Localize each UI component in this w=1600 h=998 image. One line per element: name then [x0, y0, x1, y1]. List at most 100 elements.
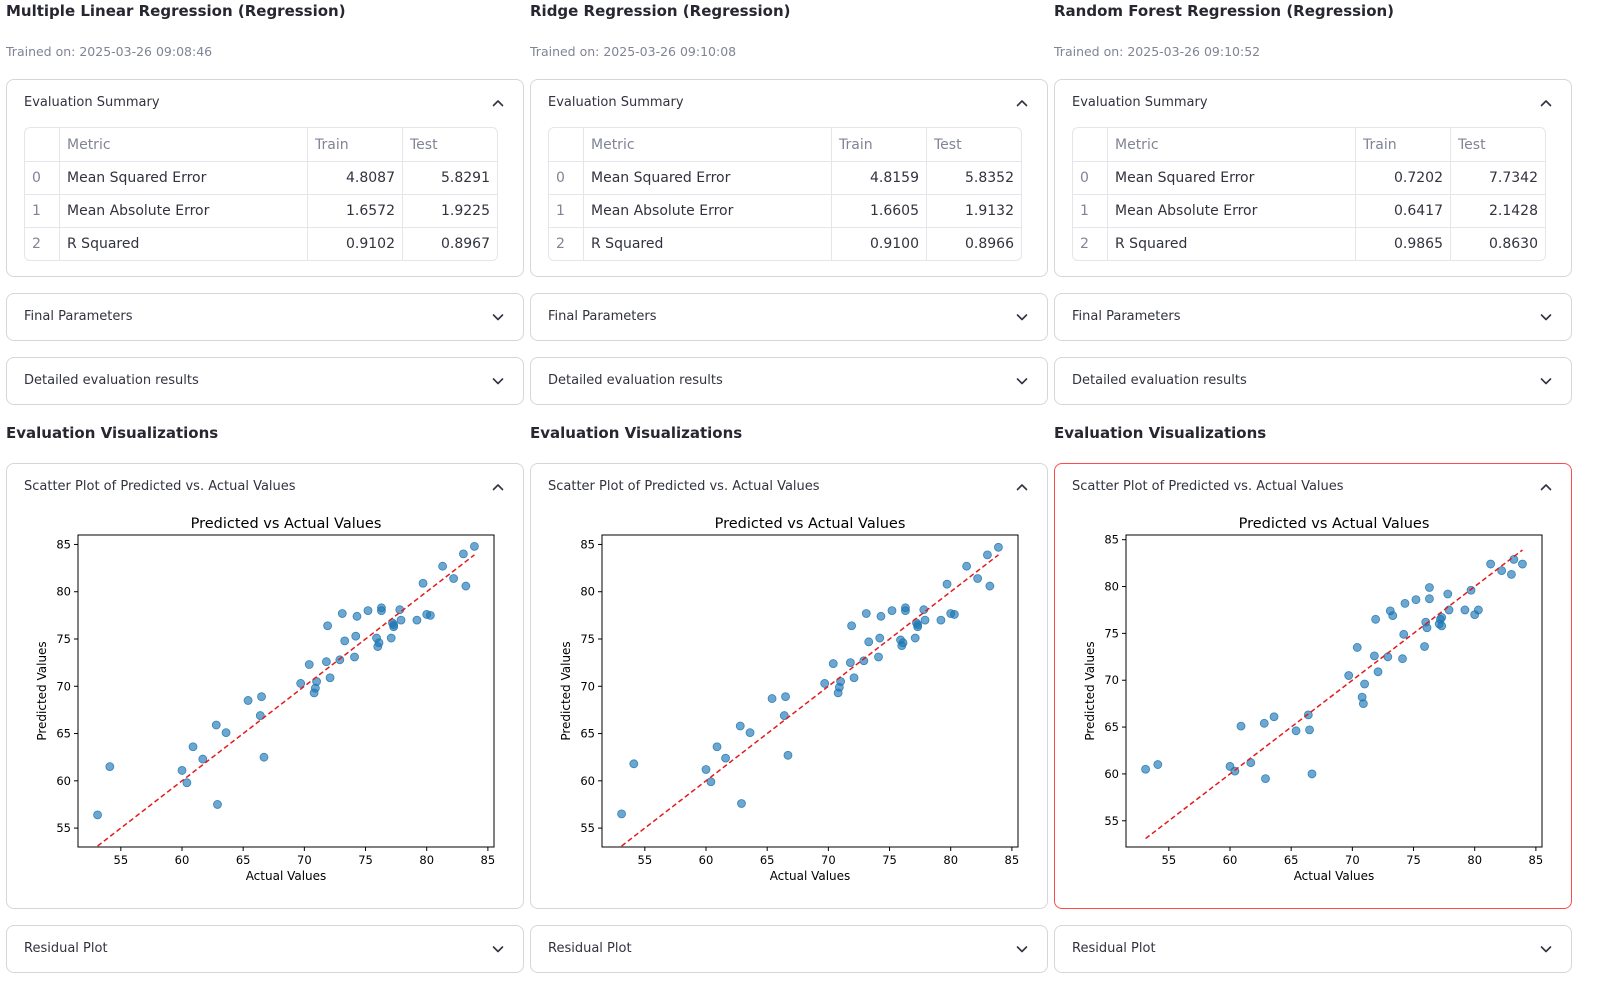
data-point	[243, 696, 253, 705]
data-point	[296, 679, 306, 688]
data-point	[255, 711, 265, 720]
evaluation-summary-header[interactable]: Evaluation Summary	[1055, 80, 1571, 126]
chart-title: Predicted vs Actual Values	[191, 516, 382, 532]
x-tick-label: 70	[297, 853, 312, 867]
detailed-results-expander[interactable]: Detailed evaluation results	[6, 357, 524, 405]
cell-metric: Mean Squared Error	[1108, 162, 1356, 194]
x-tick-label: 85	[1529, 853, 1544, 867]
final-parameters-expander[interactable]: Final Parameters	[1054, 293, 1572, 341]
data-point	[93, 810, 102, 820]
data-point	[105, 762, 115, 772]
header-train[interactable]: Train	[308, 128, 403, 161]
detailed-results-expander[interactable]: Detailed evaluation results	[530, 357, 1048, 405]
data-point	[779, 711, 789, 720]
header-metric[interactable]: Metric	[60, 128, 308, 161]
predicted-vs-actual-chart: Predicted vs Actual Values 55 60 65 70 75 80 85…	[559, 516, 1019, 883]
residual-plot-expander[interactable]: Residual Plot	[1054, 925, 1572, 973]
table-header-row: Metric Train Test	[549, 128, 1021, 161]
detailed-results-header[interactable]: Detailed evaluation results	[531, 358, 1047, 404]
final-parameters-header[interactable]: Final Parameters	[1055, 294, 1571, 340]
data-point	[461, 581, 471, 591]
header-train[interactable]: Train	[1356, 128, 1451, 161]
final-parameters-expander[interactable]: Final Parameters	[6, 293, 524, 341]
scatter-plot-header[interactable]: Scatter Plot of Predicted vs. Actual Val…	[1055, 464, 1571, 510]
residual-plot-label: Residual Plot	[1072, 941, 1156, 956]
data-point	[1236, 721, 1246, 731]
table-row: 1 Mean Absolute Error 0.6417 2.1428	[1073, 194, 1545, 227]
cell-metric: Mean Squared Error	[584, 162, 832, 194]
data-point	[257, 692, 266, 702]
x-tick-label: 60	[175, 853, 190, 867]
x-tick-label: 85	[481, 853, 496, 867]
final-parameters-header[interactable]: Final Parameters	[531, 294, 1047, 340]
data-point	[221, 728, 231, 738]
cell-test: 1.9225	[441, 203, 490, 219]
data-point	[1400, 598, 1410, 608]
metrics-table: Metric Train Test 0 Mean Squared Error 0…	[1072, 127, 1546, 261]
data-point	[425, 610, 435, 620]
header-test[interactable]: Test	[1458, 136, 1486, 153]
data-point	[340, 636, 350, 646]
residual-plot-expander[interactable]: Residual Plot	[530, 925, 1048, 973]
header-test[interactable]: Test	[934, 136, 962, 153]
header-metric[interactable]: Metric	[584, 128, 832, 161]
y-tick-label: 80	[56, 585, 71, 599]
chevron-down-icon	[1540, 946, 1552, 953]
data-point	[1420, 642, 1429, 651]
evaluation-summary-header[interactable]: Evaluation Summary	[7, 80, 523, 126]
data-point	[845, 658, 855, 668]
residual-plot-header[interactable]: Residual Plot	[1055, 926, 1571, 972]
residual-plot-label: Residual Plot	[548, 941, 632, 956]
y-tick-label: 55	[580, 821, 595, 835]
header-metric[interactable]: Metric	[1108, 128, 1356, 161]
data-point	[470, 541, 479, 551]
residual-plot-header[interactable]: Residual Plot	[7, 926, 523, 972]
scatter-plot-header[interactable]: Scatter Plot of Predicted vs. Actual Val…	[7, 464, 523, 510]
data-point	[983, 550, 992, 560]
chevron-down-icon	[1016, 946, 1028, 953]
data-point	[1358, 699, 1368, 709]
table-row: 0 Mean Squared Error 4.8087 5.8291	[25, 161, 497, 194]
data-point	[438, 561, 448, 571]
detailed-results-expander[interactable]: Detailed evaluation results	[1054, 357, 1572, 405]
chevron-down-icon	[1016, 314, 1028, 321]
evaluation-summary-expander: Evaluation Summary Metric Train Test 0 M…	[1054, 79, 1572, 277]
final-parameters-expander[interactable]: Final Parameters	[530, 293, 1048, 341]
data-point	[1373, 667, 1383, 677]
data-point	[913, 620, 923, 630]
cell-train: 0.6417	[1356, 195, 1451, 227]
scatter-plot-header[interactable]: Scatter Plot of Predicted vs. Actual Val…	[531, 464, 1047, 510]
data-point	[1352, 643, 1362, 652]
cell-metric: Mean Squared Error	[60, 162, 308, 194]
residual-plot-expander[interactable]: Residual Plot	[6, 925, 524, 973]
data-point	[849, 673, 859, 683]
trained-timestamp: Trained on: 2025-03-26 09:08:46	[6, 44, 213, 59]
header-test[interactable]: Test	[410, 136, 438, 153]
data-point	[876, 611, 886, 621]
model-title: Random Forest Regression (Regression)	[1054, 2, 1395, 20]
residual-plot-header[interactable]: Residual Plot	[531, 926, 1047, 972]
y-tick-label: 70	[1104, 673, 1119, 687]
data-point	[1460, 605, 1470, 615]
final-parameters-header[interactable]: Final Parameters	[7, 294, 523, 340]
metrics-table: Metric Train Test 0 Mean Squared Error 4…	[24, 127, 498, 261]
x-tick-label: 65	[1284, 853, 1299, 867]
ideal-fit-line	[97, 554, 475, 847]
cell-train: 1.6605	[832, 195, 927, 227]
cell-train: 0.7202	[1356, 162, 1451, 194]
predicted-vs-actual-chart: Predicted vs Actual Values 55 60 65 70 75 80 85…	[1083, 516, 1544, 883]
scatter-plot-expander: Scatter Plot of Predicted vs. Actual Val…	[1054, 463, 1572, 909]
cell-test: 5.8291	[441, 170, 490, 186]
data-point	[920, 615, 930, 625]
detailed-results-header[interactable]: Detailed evaluation results	[1055, 358, 1571, 404]
cell-metric: R Squared	[1108, 228, 1356, 260]
data-point	[745, 728, 755, 738]
detailed-results-header[interactable]: Detailed evaluation results	[7, 358, 523, 404]
data-point	[712, 742, 722, 752]
evaluation-summary-header[interactable]: Evaluation Summary	[531, 80, 1047, 126]
row-index: 1	[549, 195, 584, 227]
y-tick-label: 60	[580, 774, 595, 788]
cell-metric: R Squared	[60, 228, 308, 260]
x-tick-label: 75	[358, 853, 373, 867]
header-train[interactable]: Train	[832, 128, 927, 161]
